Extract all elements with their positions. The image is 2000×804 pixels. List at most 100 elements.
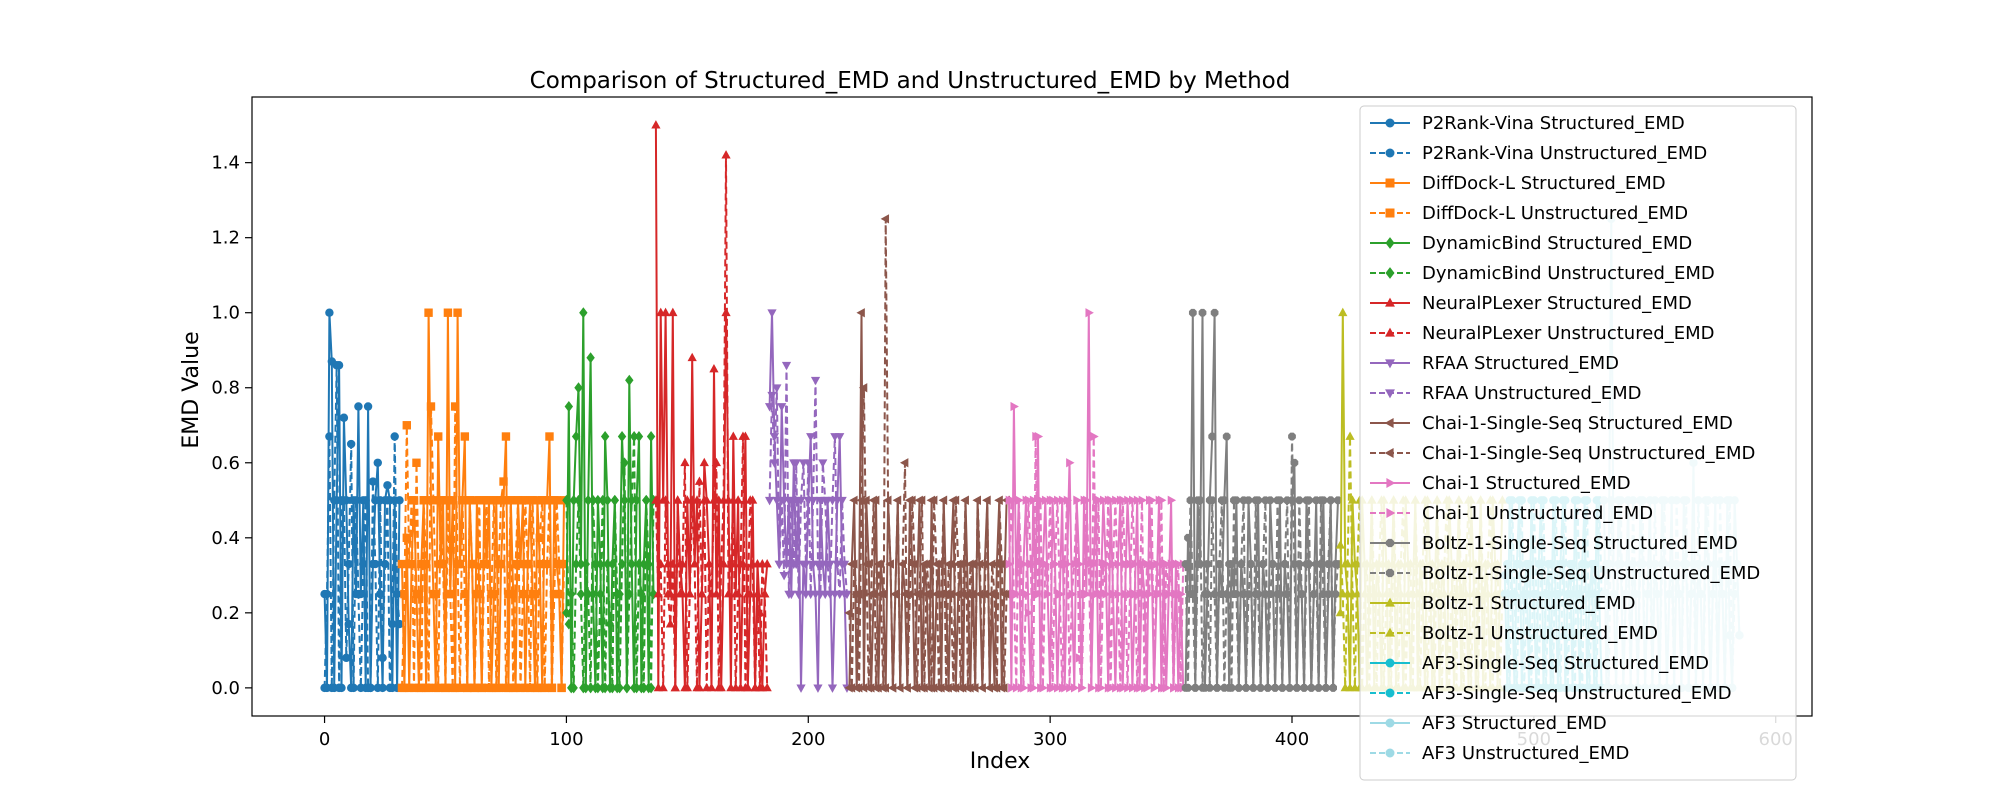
data-point [373, 458, 382, 467]
legend-label: Chai-1 Unstructured_EMD [1422, 503, 1653, 524]
data-point [642, 494, 651, 506]
y-tick-label: 0.0 [211, 678, 240, 699]
data-point [883, 495, 892, 505]
legend-marker [1385, 718, 1395, 728]
legend-marker [1385, 568, 1395, 578]
data-point [1334, 496, 1342, 505]
data-point [907, 495, 916, 505]
data-point [441, 683, 450, 693]
data-point [1307, 683, 1316, 692]
data-point [960, 495, 969, 505]
data-point [567, 588, 576, 600]
data-point [385, 683, 395, 693]
data-point [813, 684, 823, 693]
data-point [1321, 683, 1330, 692]
data-point [740, 682, 751, 692]
legend-item: DiffDock-L Unstructured_EMD [1370, 203, 1688, 224]
data-point [1184, 683, 1192, 692]
data-point [880, 214, 890, 224]
data-point [458, 496, 467, 505]
data-point [429, 496, 438, 505]
data-point [378, 653, 387, 663]
data-point [1285, 683, 1294, 692]
data-point [677, 559, 688, 568]
data-point [320, 683, 329, 693]
data-point [1044, 589, 1053, 599]
data-point [1188, 308, 1197, 317]
data-point [395, 496, 404, 505]
data-point [1300, 683, 1308, 692]
data-point [887, 683, 897, 693]
data-point [554, 559, 564, 569]
data-point [325, 432, 334, 441]
legend-item: Boltz-1 Structured_EMD [1370, 593, 1635, 614]
data-point [697, 589, 707, 598]
data-point [760, 589, 770, 598]
plot-frame [251, 96, 1813, 717]
data-point [933, 683, 943, 693]
data-point [692, 682, 702, 692]
data-point [540, 683, 549, 693]
data-point [861, 559, 870, 569]
data-point [342, 653, 351, 663]
data-point [719, 495, 729, 504]
data-point [434, 683, 443, 693]
data-point [598, 494, 607, 506]
data-point [547, 683, 557, 693]
legend-marker [1385, 267, 1395, 279]
data-point [535, 559, 545, 569]
y-tick-label: 1.2 [211, 228, 240, 249]
data-point [1256, 683, 1265, 692]
series-chai-1-single-seq-unstructured [844, 214, 1010, 693]
data-point [588, 494, 598, 506]
data-point [1234, 683, 1243, 692]
data-point [854, 683, 863, 693]
data-point [516, 559, 525, 569]
legend-marker [1385, 178, 1395, 188]
data-point [579, 307, 588, 319]
data-point [989, 589, 998, 599]
data-point [1046, 495, 1056, 505]
data-point [1172, 589, 1181, 599]
data-point [851, 589, 861, 599]
data-point [1080, 589, 1090, 599]
data-point [499, 477, 508, 486]
data-point [475, 496, 484, 505]
data-point [438, 559, 448, 569]
data-point [774, 560, 784, 570]
data-point [1126, 559, 1135, 569]
data-point [972, 495, 981, 505]
data-point [1347, 495, 1358, 504]
series-boltz-1-single-seq-unstructured [1181, 432, 1342, 692]
data-point [1268, 560, 1277, 568]
legend-marker [1385, 118, 1395, 128]
data-point [709, 363, 719, 373]
data-point [1051, 559, 1061, 569]
data-point [1145, 589, 1155, 599]
data-point [1280, 560, 1289, 568]
legend-label: DynamicBind Unstructured_EMD [1422, 263, 1715, 284]
data-point [1210, 308, 1219, 317]
data-point [984, 683, 994, 693]
data-point [711, 457, 721, 467]
data-point [426, 402, 436, 411]
data-point [921, 559, 931, 569]
series-line [323, 364, 401, 689]
data-point [511, 559, 520, 569]
data-point [974, 559, 984, 569]
legend-marker [1385, 658, 1395, 668]
legend-item: Boltz-1-Single-Seq Unstructured_EMD [1370, 563, 1760, 584]
legend-item: RFAA Structured_EMD [1370, 353, 1619, 374]
legend-item: AF3 Structured_EMD [1370, 713, 1607, 734]
data-point [448, 496, 457, 505]
data-point [897, 559, 906, 569]
data-point [1124, 495, 1133, 505]
data-point [608, 558, 617, 570]
data-point [579, 682, 588, 694]
data-point [1143, 559, 1152, 569]
data-point [397, 683, 407, 693]
data-point [1242, 683, 1250, 692]
x-tick-label: 400 [1275, 729, 1309, 750]
data-point [509, 589, 518, 599]
data-point [564, 618, 574, 630]
